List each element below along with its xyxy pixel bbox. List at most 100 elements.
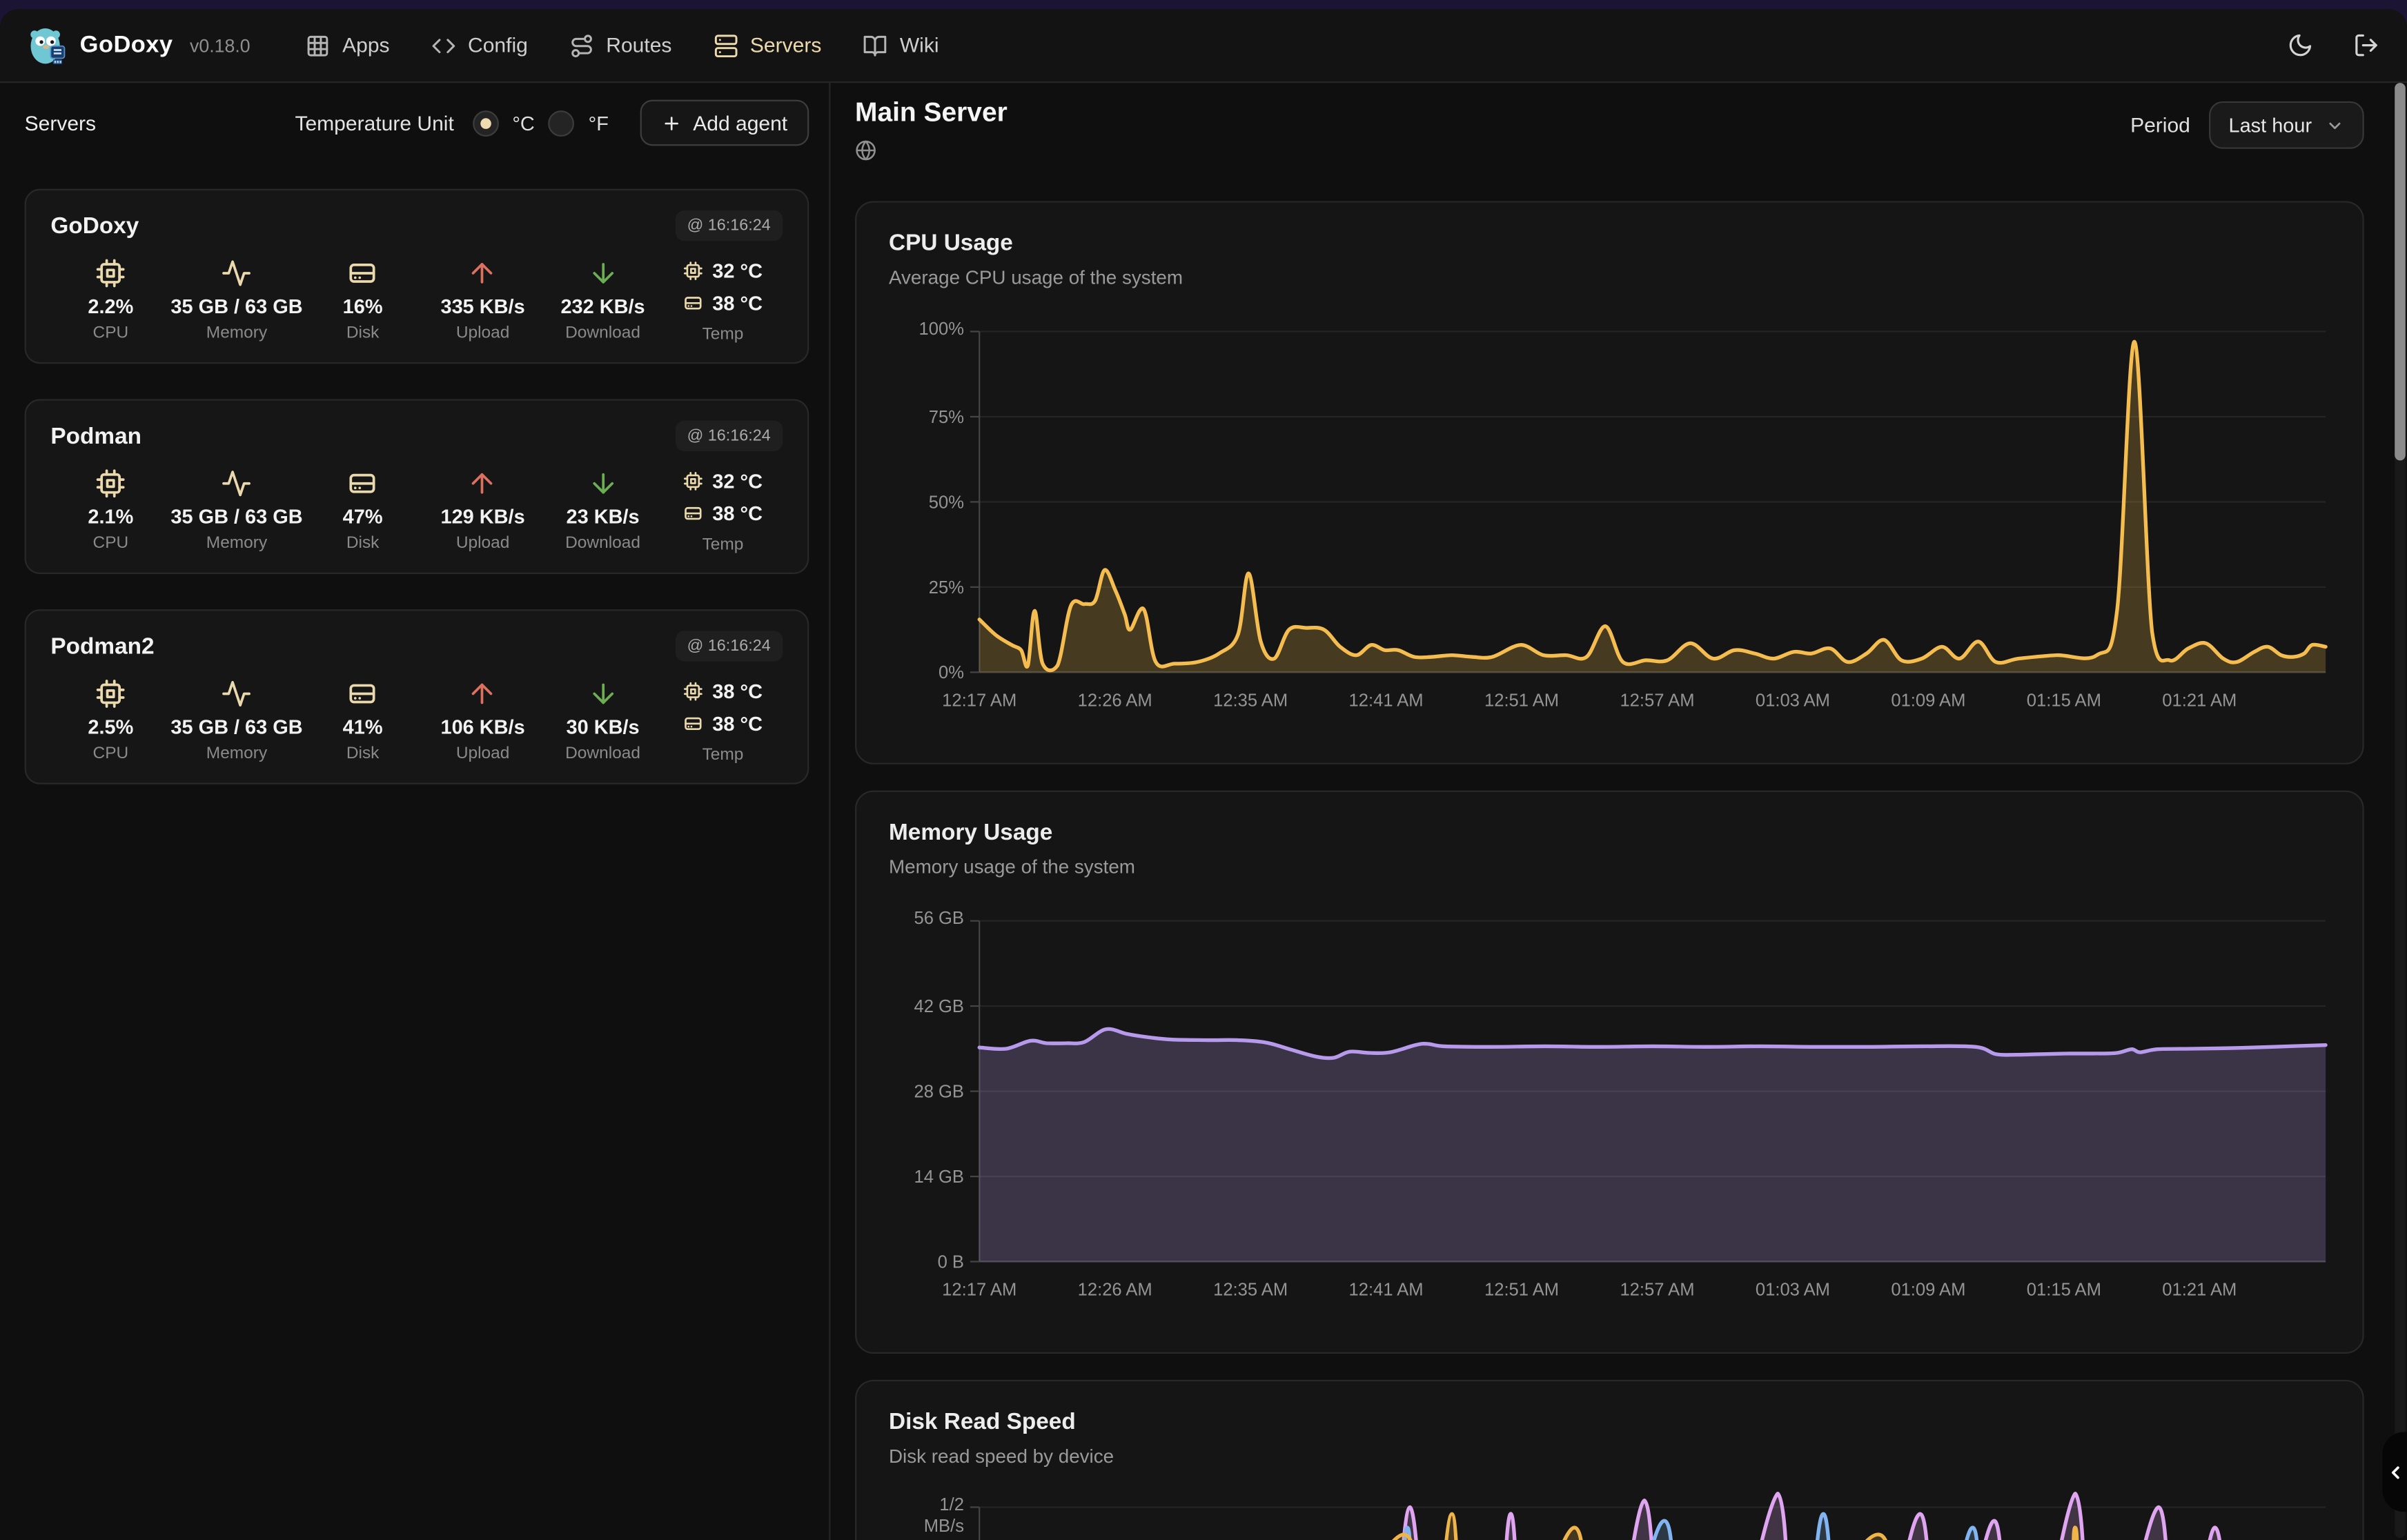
temp-disk-value: 38 °C bbox=[712, 291, 763, 315]
cpu-icon bbox=[683, 261, 703, 281]
main-title-block: Main Server bbox=[855, 97, 1008, 169]
memory-value: 35 GB / 63 GB bbox=[170, 715, 303, 738]
svg-text:01:21 AM: 01:21 AM bbox=[2162, 1280, 2237, 1299]
hard-drive-icon bbox=[683, 504, 703, 524]
server-stat-disk: 47% Disk bbox=[303, 465, 423, 554]
memory-label: Memory bbox=[206, 324, 268, 343]
memory-usage-card: Memory Usage Memory usage of the system … bbox=[855, 790, 2364, 1354]
chart-title: Memory Usage bbox=[888, 819, 1053, 846]
sidebar: Servers Temperature Unit °C °F Add agent bbox=[0, 83, 831, 1540]
scrollbar-track[interactable] bbox=[2395, 83, 2406, 1538]
book-open-icon bbox=[863, 33, 887, 58]
add-agent-label: Add agent bbox=[693, 111, 788, 135]
hard-drive-icon bbox=[683, 293, 703, 313]
download-label: Download bbox=[565, 534, 640, 553]
nav-item-label: Servers bbox=[749, 33, 822, 57]
temp-cpu-value: 32 °C bbox=[712, 469, 763, 493]
disk-label: Disk bbox=[346, 744, 380, 763]
logout-icon[interactable] bbox=[2353, 32, 2379, 59]
nav-item-servers[interactable]: Servers bbox=[714, 33, 822, 58]
svg-text:100%: 100% bbox=[919, 319, 964, 339]
svg-text:01:09 AM: 01:09 AM bbox=[1891, 1280, 1965, 1299]
navbar-actions bbox=[2287, 32, 2379, 59]
svg-text:01:15 AM: 01:15 AM bbox=[2027, 1280, 2101, 1299]
arrow-down-icon bbox=[587, 465, 618, 502]
upload-label: Upload bbox=[455, 324, 510, 343]
nav-item-wiki[interactable]: Wiki bbox=[863, 33, 939, 58]
server-stat-memory: 35 GB / 63 GB Memory bbox=[170, 255, 303, 344]
app-window: GoDoxy v0.18.0 Apps Config bbox=[0, 9, 2407, 1540]
arrow-up-icon bbox=[467, 465, 498, 502]
brand[interactable]: GoDoxy v0.18.0 bbox=[28, 26, 250, 66]
main-header: Main Server Period Last hour bbox=[855, 97, 2364, 169]
scrollbar-thumb[interactable] bbox=[2395, 83, 2406, 461]
server-timestamp-badge: @ 16:16:24 bbox=[674, 420, 783, 452]
celsius-label: °C bbox=[512, 111, 535, 135]
temp-cpu-row: 32 °C bbox=[683, 465, 763, 497]
fahrenheit-radio[interactable] bbox=[548, 110, 575, 136]
period-control: Period Last hour bbox=[2130, 101, 2364, 149]
cpu-icon bbox=[683, 682, 703, 702]
activity-icon bbox=[222, 465, 252, 502]
server-card-header: GoDoxy @ 16:16:24 bbox=[50, 210, 783, 241]
main-panel: Main Server Period Last hour bbox=[830, 83, 2407, 1540]
upload-label: Upload bbox=[455, 534, 510, 553]
chart-title: CPU Usage bbox=[888, 230, 1013, 257]
svg-text:12:51 AM: 12:51 AM bbox=[1484, 1280, 1559, 1299]
grid-icon bbox=[306, 33, 331, 58]
temp-label: Temp bbox=[702, 325, 744, 344]
memory-value: 35 GB / 63 GB bbox=[170, 504, 303, 529]
celsius-radio[interactable] bbox=[472, 110, 499, 136]
memory-label: Memory bbox=[206, 534, 268, 553]
server-stat-temp: 32 °C 38 °C Temp bbox=[663, 465, 783, 554]
temperature-unit-label: Temperature Unit bbox=[295, 111, 454, 135]
add-agent-button[interactable]: Add agent bbox=[640, 99, 809, 146]
period-label: Period bbox=[2130, 113, 2190, 137]
svg-text:12:17 AM: 12:17 AM bbox=[942, 691, 1016, 710]
svg-text:56 GB: 56 GB bbox=[914, 909, 964, 928]
svg-text:1/2: 1/2 bbox=[939, 1495, 964, 1514]
collapse-panel-tab[interactable] bbox=[2382, 1432, 2407, 1512]
cpu-label: CPU bbox=[92, 534, 129, 553]
nav-item-config[interactable]: Config bbox=[431, 33, 528, 58]
server-stat-cpu: 2.2% CPU bbox=[50, 255, 170, 344]
cpu-icon bbox=[683, 471, 703, 491]
temp-cpu-value: 38 °C bbox=[712, 680, 763, 703]
server-card[interactable]: Podman2 @ 16:16:24 2.5% CPU bbox=[24, 609, 809, 784]
temp-cpu-value: 32 °C bbox=[712, 259, 763, 283]
moon-icon[interactable] bbox=[2287, 32, 2313, 59]
temp-disk-row: 38 °C bbox=[683, 497, 763, 530]
server-stat-disk: 41% Disk bbox=[303, 675, 423, 764]
arrow-up-icon bbox=[467, 255, 498, 291]
hard-drive-icon bbox=[347, 675, 377, 712]
temp-disk-row: 38 °C bbox=[683, 287, 763, 319]
nav-item-apps[interactable]: Apps bbox=[306, 33, 390, 58]
chevron-left-icon bbox=[2386, 1462, 2406, 1482]
nav-item-label: Apps bbox=[342, 33, 390, 57]
svg-text:25%: 25% bbox=[929, 578, 964, 598]
server-card-list: GoDoxy @ 16:16:24 2.2% CPU bbox=[24, 188, 809, 784]
svg-text:01:09 AM: 01:09 AM bbox=[1891, 691, 1965, 710]
temp-label: Temp bbox=[702, 746, 744, 764]
svg-text:75%: 75% bbox=[929, 408, 964, 427]
nav-item-routes[interactable]: Routes bbox=[569, 33, 671, 58]
server-stats: 2.5% CPU 35 GB / 63 GB Memory bbox=[50, 675, 783, 764]
server-name: Podman2 bbox=[50, 633, 155, 660]
arrow-up-icon bbox=[467, 675, 498, 712]
period-value: Last hour bbox=[2228, 113, 2312, 137]
cpu-usage-card: CPU Usage Average CPU usage of the syste… bbox=[855, 201, 2364, 764]
server-stat-memory: 35 GB / 63 GB Memory bbox=[170, 465, 303, 554]
server-card[interactable]: Podman @ 16:16:24 2.1% CPU bbox=[24, 399, 809, 574]
server-stat-cpu: 2.5% CPU bbox=[50, 675, 170, 764]
svg-text:0%: 0% bbox=[939, 663, 964, 682]
activity-icon bbox=[222, 255, 252, 291]
godoxy-logo-icon bbox=[28, 26, 66, 66]
period-select[interactable]: Last hour bbox=[2208, 101, 2364, 149]
svg-text:42 GB: 42 GB bbox=[914, 997, 964, 1016]
cpu-usage-chart: 100% 75% 50% 25% 0% 12:17 AM 12:26 AM 12:35 AM 1… bbox=[919, 319, 2328, 710]
server-card[interactable]: GoDoxy @ 16:16:24 2.2% CPU bbox=[24, 188, 809, 364]
hard-drive-icon bbox=[347, 255, 377, 291]
server-name: GoDoxy bbox=[50, 213, 139, 239]
globe-icon bbox=[855, 139, 876, 161]
